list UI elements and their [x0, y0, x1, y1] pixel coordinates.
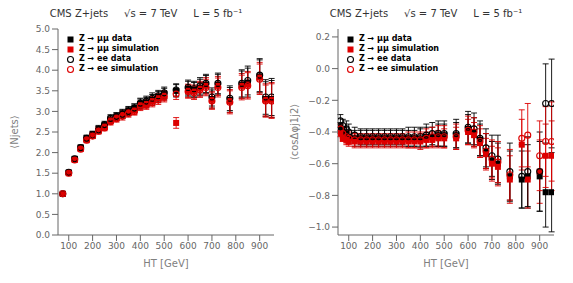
svg-text:100: 100: [340, 241, 357, 251]
svg-text:5.0: 5.0: [36, 24, 51, 34]
svg-text:0.5: 0.5: [36, 210, 50, 220]
html-text:Z → μμ simulation: Z → μμ simulation: [359, 44, 440, 53]
html-text:Z → μμ data: Z → μμ data: [79, 34, 132, 43]
svg-text:2.5: 2.5: [36, 127, 50, 137]
html-text:CMS Z+jets √s = 7 TeV L = 5 fb: CMS Z+jets √s = 7 TeV L = 5 fb⁻¹: [49, 8, 243, 19]
svg-text:4.0: 4.0: [36, 65, 51, 75]
svg-text:500: 500: [156, 241, 173, 251]
svg-text:200: 200: [364, 241, 381, 251]
svg-text:700: 700: [203, 241, 220, 251]
html-text:Z → ee simulation: Z → ee simulation: [79, 64, 159, 73]
svg-text:800: 800: [507, 241, 524, 251]
svg-text:HT [GeV]: HT [GeV]: [423, 258, 468, 269]
svg-text:⟨cosΔφj1j2⟩: ⟨cosΔφj1j2⟩: [289, 104, 300, 160]
svg-text:300: 300: [108, 241, 125, 251]
svg-text:2.0: 2.0: [36, 148, 51, 158]
svg-text:600: 600: [459, 241, 476, 251]
html-text:Z → ee simulation: Z → ee simulation: [359, 64, 439, 73]
svg-text:900: 900: [251, 241, 268, 251]
svg-text:900: 900: [531, 241, 548, 251]
html-text:Z → μμ data: Z → μμ data: [359, 34, 412, 43]
html-text:CMS Z+jets √s = 7 TeV L = 5 fb: CMS Z+jets √s = 7 TeV L = 5 fb⁻¹: [329, 8, 523, 19]
svg-text:200: 200: [84, 241, 101, 251]
svg-text:−0.6: −0.6: [308, 159, 330, 169]
svg-text:600: 600: [179, 241, 196, 251]
svg-text:−0.4: −0.4: [308, 127, 330, 137]
html-text:Z → ee data: Z → ee data: [359, 54, 412, 63]
svg-text:300: 300: [388, 241, 405, 251]
svg-text:3.5: 3.5: [36, 86, 50, 96]
svg-text:0.2: 0.2: [316, 32, 330, 42]
html-text:Z → ee data: Z → ee data: [79, 54, 132, 63]
svg-text:1.5: 1.5: [36, 168, 50, 178]
svg-text:−1.0: −1.0: [308, 222, 330, 232]
svg-text:3.0: 3.0: [36, 107, 51, 117]
svg-text:0.0: 0.0: [36, 230, 51, 240]
svg-text:100: 100: [60, 241, 77, 251]
svg-text:0.0: 0.0: [316, 64, 331, 74]
svg-text:1.0: 1.0: [36, 189, 51, 199]
svg-text:800: 800: [227, 241, 244, 251]
svg-text:−0.8: −0.8: [308, 191, 330, 201]
svg-text:500: 500: [436, 241, 453, 251]
svg-text:4.5: 4.5: [36, 45, 50, 55]
svg-text:400: 400: [132, 241, 149, 251]
svg-text:HT [GeV]: HT [GeV]: [143, 258, 188, 269]
html-text:Z → μμ simulation: Z → μμ simulation: [79, 44, 160, 53]
svg-text:400: 400: [412, 241, 429, 251]
svg-text:⟨Njets⟩: ⟨Njets⟩: [9, 115, 20, 148]
svg-text:700: 700: [483, 241, 500, 251]
svg-text:−0.2: −0.2: [308, 96, 330, 106]
